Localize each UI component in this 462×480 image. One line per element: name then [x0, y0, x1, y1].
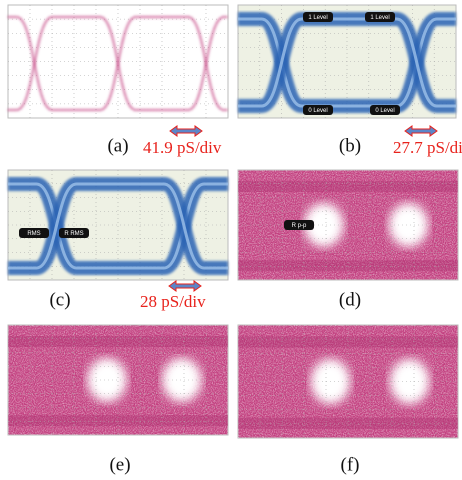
- scale-arrow: [170, 126, 202, 136]
- panel-label: (a): [107, 135, 128, 156]
- panel-label: (e): [109, 454, 130, 475]
- scale-arrow: [405, 126, 437, 136]
- eye-diagram: [8, 325, 228, 435]
- eye-opening: [162, 358, 202, 402]
- scale-label: 41.9 pS/div: [143, 138, 222, 157]
- scale-label: 28 pS/div: [140, 292, 206, 311]
- bottom-band: [238, 260, 458, 271]
- eye-diagram: [8, 5, 228, 118]
- bottom-band: [238, 418, 458, 429]
- marker-label: 0 Level: [375, 108, 394, 114]
- eye-diagram: R p-p: [238, 170, 458, 280]
- scale-arrow: [169, 281, 201, 291]
- eye-opening: [390, 359, 430, 404]
- eye-diagram: RMS R RMS: [8, 170, 228, 280]
- figure: (a) 41.9 pS/div 1 Level 1 Level 0 Level 0 Lev…: [0, 0, 462, 480]
- panel-label: (b): [339, 135, 361, 156]
- marker-label: RMS: [27, 231, 40, 237]
- marker-label: 1 Level: [370, 15, 389, 21]
- scale-label: 27.7 pS/div: [393, 138, 462, 157]
- marker-label: 0 Level: [308, 108, 327, 114]
- marker-label: R RMS: [64, 231, 83, 237]
- panel-label: (c): [49, 289, 70, 310]
- marker-label: R p-p: [292, 223, 307, 229]
- eye-diagram: 1 Level 1 Level 0 Level 0 Level: [238, 5, 456, 118]
- panel-label: (d): [339, 289, 361, 310]
- panel-label: (f): [341, 454, 360, 475]
- marker-label: 1 Level: [308, 15, 327, 21]
- bottom-band: [8, 415, 228, 426]
- eye-diagram: [238, 325, 458, 438]
